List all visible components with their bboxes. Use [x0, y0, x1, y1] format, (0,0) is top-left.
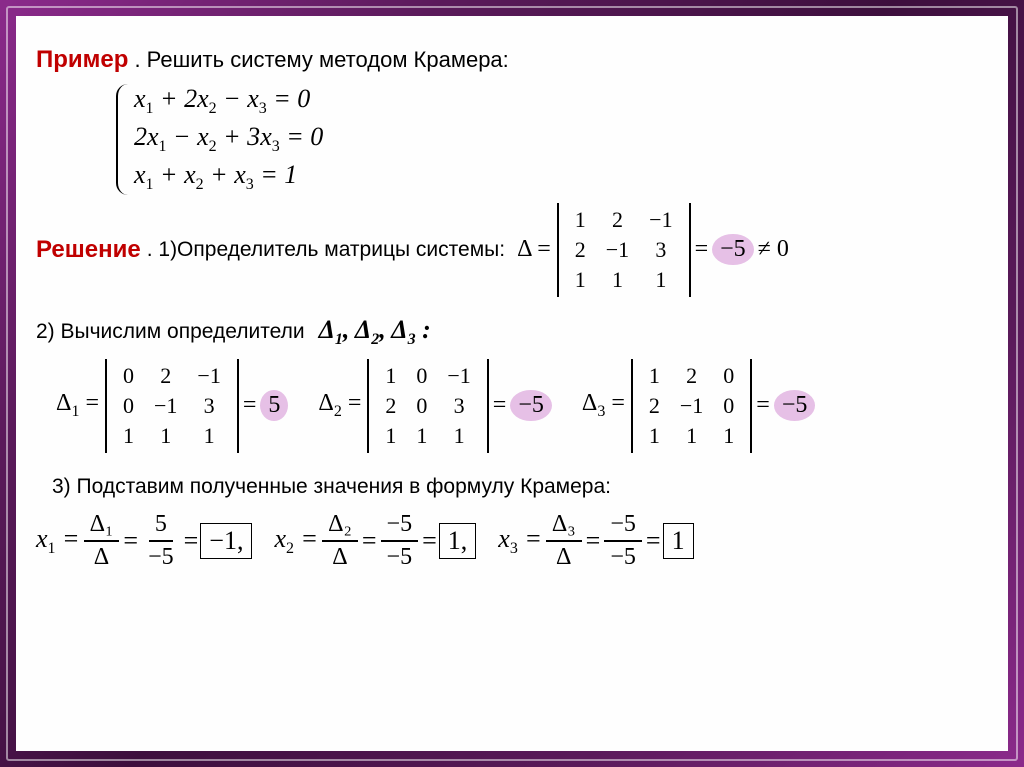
det1: Δ1 = 02−1 0−13 111 = 5 — [56, 359, 288, 453]
example-label: Пример — [36, 46, 128, 74]
main-det-result: −5 — [712, 234, 754, 265]
det3: Δ3 = 120 2−10 111 = −5 — [582, 359, 816, 453]
eq-2: 2x1 − x2 + 3x3 = 0 — [134, 122, 988, 156]
system-brace — [116, 84, 130, 195]
step2-text: 2) Вычислим определители — [36, 320, 305, 344]
x2-answer: 1, — [439, 523, 477, 559]
equation-system: x1 + 2x2 − x3 = 0 2x1 − x2 + 3x3 = 0 x1 … — [116, 84, 988, 195]
x1-result: x1 = Δ₁Δ = 5−5 = −1, — [36, 511, 254, 571]
solution-label: Решение — [36, 236, 141, 264]
det2-result: −5 — [510, 390, 552, 421]
example-header: Пример . Решить систему методом Крамера: — [36, 46, 988, 74]
det2: Δ2 = 10−1 203 111 = −5 — [318, 359, 552, 453]
step1-text: . 1)Определитель матрицы системы: — [147, 238, 505, 262]
slide-content: Пример . Решить систему методом Крамера:… — [16, 16, 1008, 751]
eq-3: x1 + x2 + x3 = 1 — [134, 160, 988, 194]
step2-line: 2) Вычислим определители Δ1, Δ2, Δ3 : — [36, 315, 988, 349]
step3-text: 3) Подставим полученные значения в форму… — [52, 475, 611, 499]
example-text: . Решить систему методом Крамера: — [134, 47, 508, 73]
solution-step1: Решение . 1)Определитель матрицы системы… — [36, 203, 988, 297]
final-results: x1 = Δ₁Δ = 5−5 = −1, x2 = Δ₂Δ = −5−5 = 1… — [36, 511, 988, 571]
det1-result: 5 — [260, 390, 288, 421]
det3-result: −5 — [774, 390, 816, 421]
x2-result: x2 = Δ₂Δ = −5−5 = 1, — [274, 511, 478, 571]
step2-deltas: Δ1, Δ2, Δ3 : — [319, 315, 431, 349]
x3-result: x3 = Δ₃Δ = −5−5 = 1 — [498, 511, 695, 571]
main-determinant: Δ = 12−1 2−13 111 = −5 ≠ 0 — [517, 203, 789, 297]
x1-answer: −1, — [200, 523, 252, 559]
step3-line: 3) Подставим полученные значения в форму… — [36, 475, 988, 499]
eq-1: x1 + 2x2 − x3 = 0 — [134, 84, 988, 118]
determinants-row: Δ1 = 02−1 0−13 111 = 5 Δ2 = 10−1 203 111… — [56, 359, 988, 453]
x3-answer: 1 — [663, 523, 694, 559]
